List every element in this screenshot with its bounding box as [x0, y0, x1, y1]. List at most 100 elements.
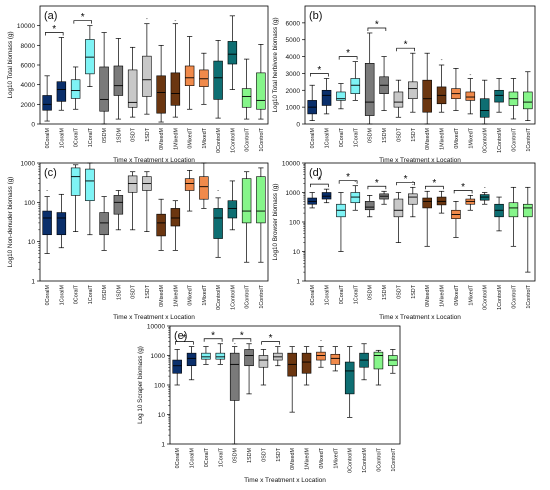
box-0CoralT: [70, 164, 81, 232]
box-1ControlM: [227, 180, 238, 231]
box-1SDT: [142, 23, 152, 115]
box-body: [170, 72, 181, 106]
box-1SDM: [244, 343, 254, 395]
box-body: [227, 200, 238, 219]
x-axis-label: Time x Treatment x Location: [113, 157, 195, 164]
box-1SDM: [379, 190, 389, 205]
box-body: [350, 192, 361, 204]
significance-bracket: [73, 20, 92, 24]
x-tick-label: 1SDT: [145, 284, 151, 298]
box-body: [422, 79, 432, 113]
x-tick-label: 0SDM: [368, 127, 374, 142]
outlier-marker: -: [46, 188, 48, 194]
box-body: [184, 178, 195, 191]
significance-star: *: [461, 182, 465, 193]
box-1CoralT: [85, 162, 95, 236]
x-tick-label: 0CoralT: [74, 284, 80, 304]
x-tick-label: 0MixedT: [454, 284, 460, 305]
panel-b: 0 1000 2000 3000 4000 5000 6000 Log10 Total her…: [272, 5, 536, 164]
box-1CoralM: [186, 346, 197, 381]
x-tick-label: 0CoralT: [339, 127, 345, 147]
significance-star: *: [375, 19, 379, 30]
panel-e: 1 10 100 1000 10000 Log 10 Scraper biomass (g…: [137, 324, 401, 484]
x-tick-label: 0SDM: [102, 284, 108, 299]
x-tick-label: 1ControlM: [497, 127, 503, 152]
x-tick-label: 0MixedT: [188, 127, 194, 148]
box-0ControlT: [241, 58, 252, 120]
y-tick-label: 100: [24, 200, 35, 207]
box-1MixedM: [436, 64, 447, 113]
y-tick-label: 1000: [286, 190, 301, 197]
box-1ControlT: [388, 349, 398, 374]
significance-star: *: [404, 40, 408, 51]
box-1CoralT: [350, 185, 361, 211]
significance-star: *: [317, 176, 321, 187]
box-body: [99, 66, 109, 112]
significance-bracket: [425, 185, 444, 190]
box-1ControlM: [227, 15, 238, 90]
y-tick-label: 1: [161, 442, 165, 449]
x-tick-label: 1MixedT: [202, 127, 208, 148]
box-1ControlT: [523, 71, 533, 121]
x-tick-label: 1ControlT: [391, 447, 397, 471]
box-0ControlM: [213, 197, 223, 258]
box-0CoralT: [70, 66, 81, 110]
box-body: [364, 63, 375, 116]
box-0SDM: [364, 32, 375, 125]
box-body: [199, 176, 209, 200]
significance-bracket: [261, 341, 280, 345]
x-tick-label: 0MixedM: [425, 284, 431, 306]
box-0ControlT: [373, 349, 384, 386]
box-1CoralM: [321, 78, 332, 115]
box-0CoralM: [307, 84, 317, 121]
box-1SDT: [408, 186, 418, 218]
box-body: [373, 351, 384, 370]
y-tick-label: 2000: [286, 88, 301, 95]
x-tick-label: 1CoralM: [190, 447, 196, 468]
x-tick-label: 1ControlT: [259, 284, 265, 308]
y-tick-label: 10: [293, 249, 301, 256]
significance-star: *: [346, 172, 350, 183]
x-tick-label: 0CoralT: [204, 447, 210, 467]
box-1MixedT: [199, 52, 209, 105]
y-tick-label: 4000: [286, 54, 301, 61]
box-body: [127, 175, 138, 193]
x-tick-label: 1ControlM: [362, 447, 368, 472]
x-tick-label: 1SDT: [411, 127, 417, 141]
box-body: [256, 176, 266, 224]
box-body: [336, 91, 346, 101]
x-tick-label: 1ControlT: [526, 127, 532, 151]
x-tick-label: 0MixedT: [454, 127, 460, 148]
box-body: [199, 69, 209, 87]
box-0CoralT: [336, 192, 346, 252]
significance-star: *: [375, 178, 379, 189]
x-tick-label: 1CoralM: [59, 284, 65, 305]
box-0SDT: [258, 349, 269, 386]
x-tick-label: 0SDT: [261, 447, 267, 461]
outlier-marker: -: [174, 18, 176, 24]
outlier-marker: -: [469, 73, 471, 79]
x-tick-label: 0SDM: [368, 284, 374, 299]
x-tick-label: 0SDT: [131, 284, 137, 298]
y-tick-label: 5000: [286, 37, 301, 44]
significance-star: *: [211, 330, 215, 341]
box-0MixedT: [451, 201, 461, 238]
x-tick-label: 1CoralT: [353, 127, 359, 147]
x-tick-label: 0SDM: [233, 447, 239, 462]
box-1CoralM: [321, 188, 332, 204]
box-body: [42, 210, 52, 236]
y-axis-label: Log10 Total herbivore biomass (g): [272, 17, 279, 112]
significance-star: *: [432, 178, 436, 189]
outlier-marker: -: [320, 338, 322, 344]
x-tick-label: 1MixedT: [468, 284, 474, 305]
box-0SDM: [229, 346, 240, 445]
box-body: [42, 95, 52, 111]
y-tick-label: 4000: [21, 82, 36, 89]
box-0CoralM: [42, 75, 52, 122]
outlier-marker: -: [484, 185, 486, 191]
box-body: [523, 203, 533, 218]
box-0MixedT: [451, 68, 461, 111]
x-tick-label: 1MixedT: [333, 447, 339, 468]
box-body: [344, 361, 355, 395]
box-body: [523, 91, 533, 110]
